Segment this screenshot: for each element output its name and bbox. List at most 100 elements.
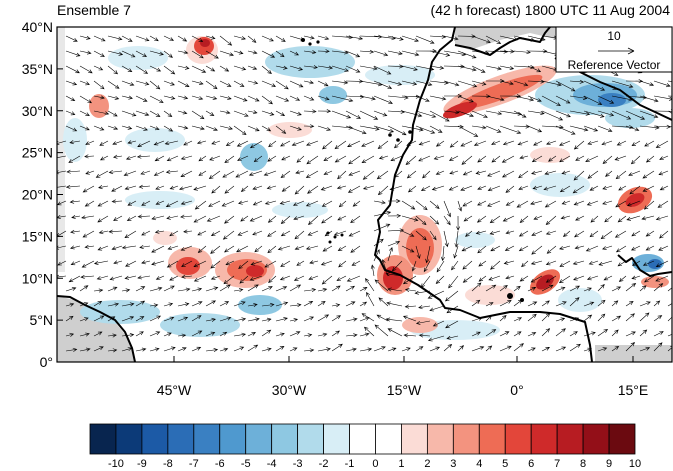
wind-arrow	[527, 110, 545, 115]
colorbar-box	[426, 423, 454, 455]
wind-arrow	[415, 49, 437, 54]
wind-arrow	[289, 125, 302, 131]
wind-arrow	[93, 110, 110, 116]
wind-arrow	[405, 155, 417, 166]
wind-arrow	[457, 80, 478, 88]
wind-arrow	[572, 260, 585, 265]
wind-arrow	[124, 185, 137, 191]
wind-arrow	[429, 346, 441, 352]
wind-arrow	[376, 314, 389, 322]
wind-arrow	[296, 155, 305, 163]
wind-arrow	[135, 95, 148, 102]
wind-arrow	[263, 170, 277, 176]
wind-arrow	[211, 140, 221, 145]
wind-arrow	[461, 245, 473, 252]
wind-arrow	[65, 65, 80, 74]
wind-arrow	[98, 230, 109, 235]
wind-arrow	[261, 302, 275, 307]
wind-arrow	[569, 79, 585, 84]
wind-arrow	[153, 140, 165, 146]
wind-arrow	[331, 110, 352, 119]
colorbar-box	[297, 423, 324, 455]
coastline-south-america	[57, 295, 136, 362]
wind-arrow	[275, 35, 286, 42]
wind-arrow	[317, 314, 330, 322]
wind-arrow	[320, 185, 333, 191]
wind-arrow	[422, 170, 431, 179]
wind-arrow	[337, 215, 347, 221]
y-tick-label: 20°N	[22, 187, 53, 203]
wind-arrow	[345, 333, 358, 338]
wind-arrow	[275, 80, 289, 90]
wind-arrow	[303, 80, 314, 85]
wind-arrow	[65, 110, 76, 116]
wind-arrow	[65, 287, 77, 292]
wind-arrow	[569, 125, 589, 132]
wind-arrow	[425, 245, 431, 264]
map-axes: 0° 5°N 10°N 15°N 20°N 25°N 30°N 35°N 40°N 45°W 30°…	[22, 19, 649, 398]
wind-arrow	[499, 110, 523, 116]
wind-arrow	[305, 245, 319, 251]
wind-arrow	[415, 35, 435, 44]
wind-arrow	[418, 333, 431, 338]
wind-arrow	[321, 215, 333, 224]
wind-arrow	[449, 140, 459, 148]
wind-arrow	[359, 316, 370, 322]
wind-arrow	[317, 49, 330, 54]
wind-arrow	[457, 125, 479, 137]
wind-arrow	[597, 347, 608, 352]
wind-arrow	[374, 279, 389, 292]
wind-arrow	[219, 125, 233, 131]
wind-arrow	[478, 260, 487, 267]
wind-arrow	[331, 80, 349, 85]
wind-arrow	[639, 312, 650, 322]
wind-arrow	[267, 245, 277, 254]
wind-arrow	[113, 260, 123, 265]
wind-arrow	[443, 80, 460, 87]
wind-arrow	[197, 230, 207, 236]
wind-arrow	[631, 230, 641, 237]
wind-arrow	[84, 154, 95, 159]
wind-arrow	[499, 49, 515, 54]
wind-arrow	[453, 245, 459, 259]
wind-arrow	[387, 50, 403, 56]
wind-arrow	[487, 200, 501, 207]
wind-arrow	[322, 245, 333, 252]
wind-arrow	[224, 155, 235, 164]
wind-arrow	[198, 170, 207, 176]
wind-arrow	[432, 320, 445, 327]
wind-arrow	[471, 346, 485, 352]
wind-arrow	[331, 303, 341, 308]
wind-arrow	[205, 35, 216, 40]
wind-arrow	[597, 95, 615, 104]
wind-arrow	[561, 200, 571, 205]
wind-arrow	[415, 125, 436, 134]
wind-arrow	[307, 230, 319, 236]
wind-arrow	[149, 331, 161, 337]
wind-arrow	[401, 200, 416, 210]
colorbar-box	[504, 423, 532, 455]
wind-arrow	[275, 286, 288, 292]
wind-arrow	[336, 275, 347, 281]
y-tick-label: 40°N	[22, 19, 53, 35]
wind-arrow	[224, 185, 235, 194]
wind-arrow	[531, 170, 543, 175]
wind-arrow	[378, 297, 389, 307]
wind-arrow	[191, 95, 204, 100]
wind-arrow	[95, 170, 109, 178]
wind-arrow	[191, 65, 207, 73]
wind-arrow	[460, 140, 473, 147]
colorbar-label: -1	[345, 458, 355, 470]
map-plot-area	[57, 27, 672, 362]
wind-arrow	[289, 303, 302, 308]
wind-arrow	[601, 140, 613, 146]
wind-arrow	[473, 140, 487, 146]
wind-arrow	[403, 333, 417, 338]
wind-arrow	[485, 302, 494, 307]
wind-arrow	[111, 245, 123, 251]
wind-arrow	[460, 185, 473, 191]
wind-arrow	[348, 230, 361, 237]
wind-arrow	[629, 185, 641, 195]
wind-arrow	[93, 50, 105, 57]
